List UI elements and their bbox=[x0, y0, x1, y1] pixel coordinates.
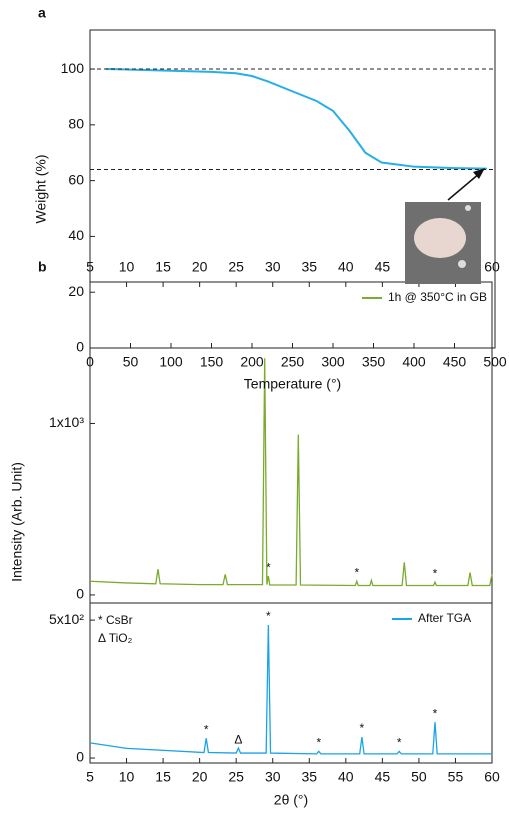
x-tick-label: 200 bbox=[240, 354, 264, 370]
x-tick-label-top: 25 bbox=[228, 259, 244, 275]
y-axis-label: Weight (%) bbox=[33, 155, 49, 224]
legend-label: After TGA bbox=[418, 611, 471, 625]
y-tick-label: 40 bbox=[68, 227, 84, 243]
y-tick-label: 60 bbox=[68, 171, 84, 187]
y-tick-label: 0 bbox=[76, 339, 84, 355]
x-tick-label-top: 60 bbox=[484, 259, 500, 275]
inset-grain bbox=[458, 260, 466, 268]
inset-powder bbox=[414, 218, 466, 258]
peak-marker: * bbox=[316, 736, 321, 750]
x-tick-label: 10 bbox=[119, 769, 135, 785]
peak-marker: * bbox=[204, 722, 209, 736]
data-line bbox=[89, 625, 492, 755]
x-tick-label-top: 30 bbox=[265, 259, 281, 275]
x-axis-label: 2θ (°) bbox=[274, 792, 308, 808]
x-tick-label-top: 10 bbox=[119, 259, 135, 275]
x-tick-label: 300 bbox=[321, 354, 345, 370]
arrow-head bbox=[473, 168, 485, 179]
x-tick-label: 40 bbox=[338, 769, 354, 785]
note: * CsBr bbox=[98, 613, 133, 627]
x-tick-label: 350 bbox=[362, 354, 386, 370]
arrow-line bbox=[447, 172, 481, 201]
peak-marker: Δ bbox=[234, 732, 242, 746]
x-tick-label: 400 bbox=[402, 354, 426, 370]
x-tick-label: 100 bbox=[159, 354, 183, 370]
inset-grain bbox=[465, 205, 471, 211]
plot-frame bbox=[89, 281, 493, 604]
data-line bbox=[89, 358, 493, 587]
y-tick-label: 20 bbox=[68, 283, 84, 299]
y-tick-label: 5x10² bbox=[49, 611, 84, 627]
x-tick-label: 45 bbox=[375, 769, 391, 785]
x-tick-label-top: 15 bbox=[155, 259, 171, 275]
x-tick-label: 500 bbox=[483, 354, 507, 370]
peak-marker: * bbox=[433, 566, 438, 580]
peak-marker: * bbox=[360, 721, 365, 735]
y-tick-label: 80 bbox=[68, 116, 84, 132]
peak-marker: * bbox=[397, 736, 402, 750]
x-tick-label: 450 bbox=[443, 354, 467, 370]
x-axis-label: Temperature (°) bbox=[244, 376, 341, 392]
panel-label: a bbox=[38, 5, 46, 21]
y-tick-label: 0 bbox=[76, 749, 84, 765]
peak-marker: * bbox=[354, 565, 359, 579]
plot-frame bbox=[89, 602, 493, 764]
x-tick-label: 30 bbox=[265, 769, 281, 785]
x-tick-label: 60 bbox=[484, 769, 500, 785]
y-axis-label: Intensity (Arb. Unit) bbox=[9, 462, 25, 582]
x-tick-label: 50 bbox=[411, 769, 427, 785]
x-tick-label: 5 bbox=[86, 769, 94, 785]
peak-marker: * bbox=[266, 560, 271, 574]
x-tick-label: 20 bbox=[192, 769, 208, 785]
panel-label: b bbox=[38, 259, 47, 275]
peak-marker: * bbox=[266, 609, 271, 623]
x-tick-label: 0 bbox=[86, 354, 94, 370]
x-tick-label-top: 20 bbox=[192, 259, 208, 275]
y-tick-label: 1x10³ bbox=[49, 414, 84, 430]
x-tick-label: 35 bbox=[301, 769, 317, 785]
y-tick-label: 100 bbox=[61, 60, 85, 76]
x-tick-label: 50 bbox=[123, 354, 139, 370]
x-tick-label-top: 45 bbox=[375, 259, 391, 275]
peak-marker: * bbox=[433, 706, 438, 720]
note: Δ TiO₂ bbox=[98, 631, 133, 645]
x-tick-label: 15 bbox=[155, 769, 171, 785]
x-tick-label: 25 bbox=[228, 769, 244, 785]
x-tick-label-top: 35 bbox=[301, 259, 317, 275]
x-tick-label: 150 bbox=[200, 354, 224, 370]
x-tick-label: 250 bbox=[281, 354, 305, 370]
legend-label: 1h @ 350°C in GB bbox=[388, 290, 487, 304]
x-tick-label: 55 bbox=[448, 769, 464, 785]
data-line bbox=[106, 68, 487, 170]
x-tick-label-top: 40 bbox=[338, 259, 354, 275]
y-tick-label: 0 bbox=[76, 586, 84, 602]
